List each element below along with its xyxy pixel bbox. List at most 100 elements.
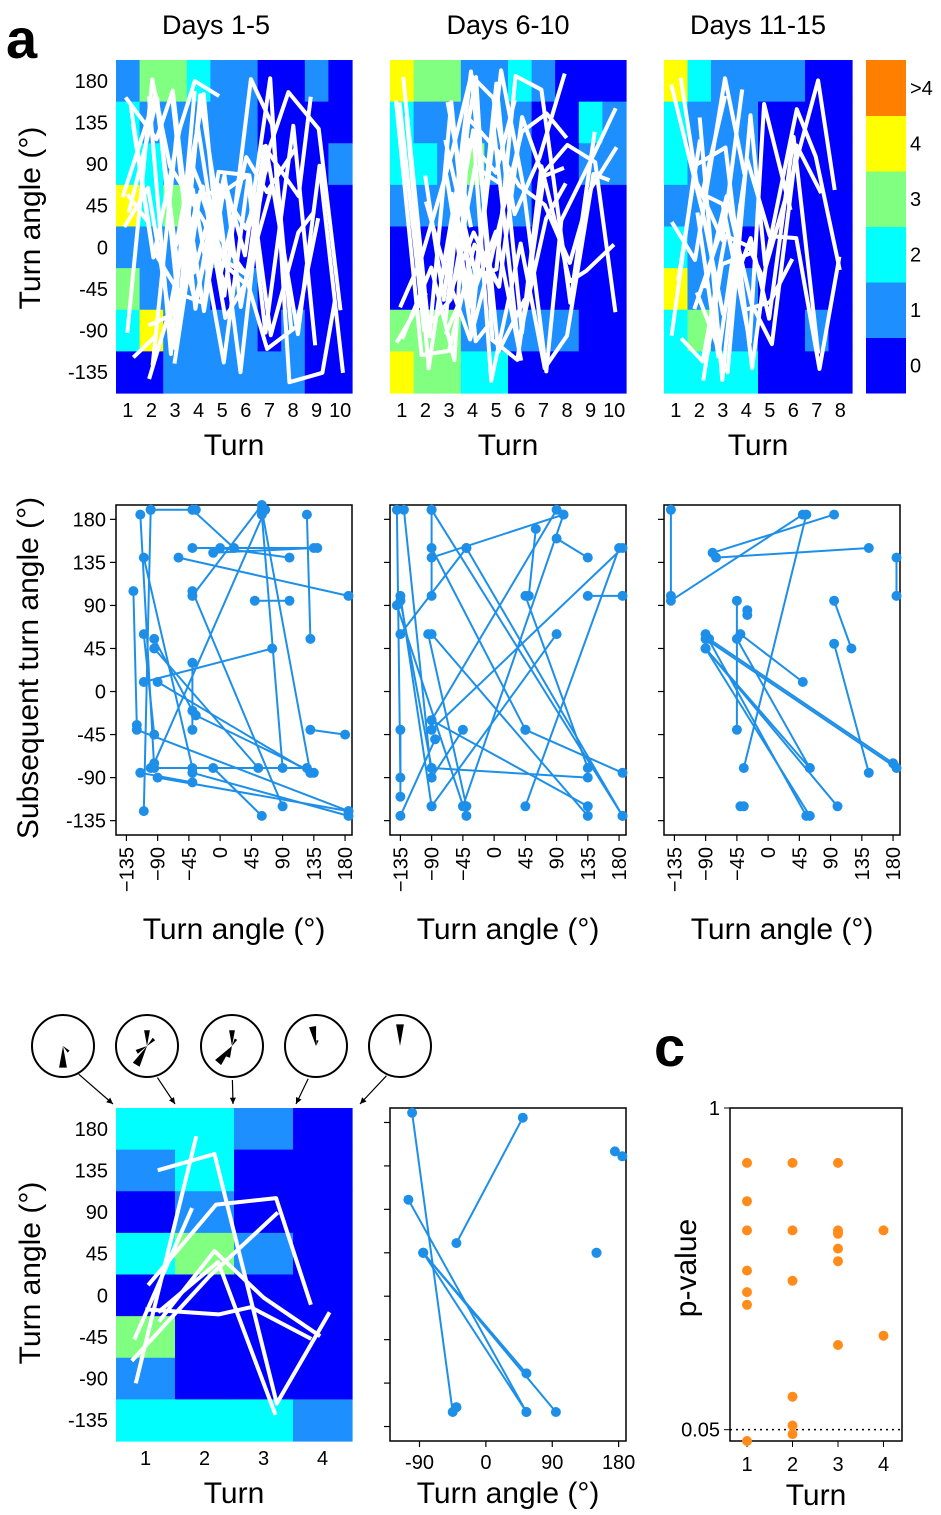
pvalue-point — [833, 1256, 843, 1267]
data-point — [614, 543, 625, 553]
data-point — [135, 509, 146, 520]
heatmap-cell — [390, 351, 415, 394]
pvalue-point — [742, 1225, 752, 1236]
connection-line — [142, 509, 152, 812]
data-point — [461, 543, 472, 553]
connection-line — [399, 738, 437, 817]
heatmap-cell — [664, 143, 689, 186]
heatmap-cell — [293, 1232, 353, 1276]
colorbar-swatch — [866, 226, 906, 283]
y-tick-label: -135 — [68, 1410, 108, 1432]
heatmap-cell — [293, 1108, 353, 1151]
data-point — [395, 629, 406, 640]
heatmap-cell — [293, 1399, 353, 1442]
trajectory-line — [443, 68, 618, 374]
y-tick-label: 0 — [95, 682, 106, 704]
connection-line — [465, 547, 624, 817]
x-tick-label: 9 — [311, 400, 322, 422]
data-point — [550, 1407, 561, 1417]
connection-line — [157, 681, 311, 774]
connection-line — [430, 633, 589, 817]
rose-arrow-head — [296, 1097, 302, 1104]
y-tick-label: 135 — [73, 552, 106, 574]
heatmap-cell — [578, 351, 603, 394]
x-tick-label: 135 — [578, 847, 600, 880]
data-point — [138, 806, 149, 817]
data-point — [457, 801, 468, 812]
x-tick-label: 7 — [538, 400, 549, 422]
x-tick-label: 8 — [561, 400, 572, 422]
trajectory-line — [146, 90, 197, 356]
data-point — [426, 715, 437, 726]
x-tick-label: 180 — [883, 847, 905, 880]
trajectory-line — [125, 193, 151, 225]
connection-line — [395, 605, 468, 817]
data-point — [343, 590, 354, 601]
data-point — [308, 543, 319, 553]
rose-arrow-line — [78, 1073, 114, 1105]
data-point — [128, 586, 139, 597]
y-tick-label: -45 — [79, 1327, 108, 1349]
rose-wedge — [229, 1030, 235, 1046]
data-point — [187, 777, 198, 788]
data-point — [430, 734, 441, 745]
heatmap-cell — [186, 309, 211, 352]
data-point — [617, 1151, 628, 1162]
data-point — [256, 509, 267, 520]
data-point — [426, 590, 437, 601]
x-axis-label: Turn angle (°) — [417, 1477, 600, 1510]
data-point — [187, 657, 198, 668]
y-tick-label: 0 — [97, 237, 108, 259]
pvalue-point — [833, 1243, 843, 1254]
connection-line — [305, 514, 312, 639]
heatmap-cell — [828, 184, 853, 228]
plot-frame — [389, 1107, 627, 1442]
y-tick-label: 1 — [709, 1098, 720, 1120]
y-tick-label: 45 — [84, 639, 106, 661]
pvalue-point — [833, 1157, 843, 1168]
data-point — [735, 801, 746, 812]
data-point — [391, 600, 402, 611]
connection-line — [524, 595, 589, 769]
connection-line — [140, 771, 193, 784]
x-tick-label: 5 — [217, 400, 228, 422]
x-tick-label: -90 — [405, 1452, 434, 1474]
heatmap-cell — [437, 351, 462, 394]
ylabel-subsequent-turn-angle: Subsequent turn angle (°) — [12, 497, 45, 839]
x-tick-label: −45 — [179, 847, 201, 881]
x-tick-label: 6 — [788, 400, 799, 422]
data-point — [801, 509, 812, 520]
x-tick-label: 9 — [585, 400, 596, 422]
x-tick-label: 3 — [169, 400, 180, 422]
data-point — [305, 633, 316, 644]
data-point — [582, 810, 593, 821]
data-point — [520, 801, 531, 812]
data-point — [426, 552, 437, 563]
x-tick-label: 6 — [514, 400, 525, 422]
trajectory-line — [128, 105, 345, 375]
connection-line — [712, 513, 835, 554]
data-point — [256, 810, 267, 821]
pvalue-point — [787, 1420, 798, 1431]
data-point — [426, 629, 437, 640]
heatmap-cell — [328, 60, 353, 103]
trajectory-line — [133, 1135, 199, 1384]
data-point — [617, 767, 628, 778]
pvalue-point — [742, 1287, 752, 1298]
plot-frame — [389, 504, 627, 836]
data-point — [846, 643, 857, 654]
data-point — [173, 552, 184, 563]
ylabel-turn-angle-bottom: Turn angle (°) — [14, 1182, 47, 1365]
data-point — [152, 772, 163, 783]
heatmap-cell — [175, 1399, 235, 1442]
y-tick-label: -45 — [77, 725, 106, 747]
data-point — [582, 590, 593, 601]
heatmap-cell — [116, 1357, 176, 1400]
rose-wedge — [215, 1046, 232, 1066]
data-point — [131, 724, 142, 735]
heatmap-cell — [304, 60, 329, 103]
trajectory-line — [401, 76, 496, 344]
data-point — [138, 677, 149, 687]
heatmap-cell — [234, 1399, 294, 1442]
data-point — [829, 509, 840, 520]
